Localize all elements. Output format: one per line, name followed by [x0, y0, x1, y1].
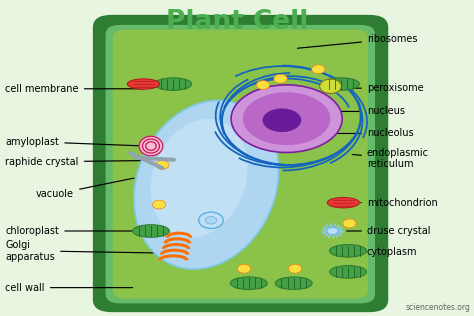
Text: nucleolus: nucleolus: [314, 129, 414, 138]
Ellipse shape: [322, 78, 359, 90]
Text: nucleus: nucleus: [332, 106, 405, 116]
Text: cell membrane: cell membrane: [5, 84, 144, 94]
FancyBboxPatch shape: [93, 15, 388, 312]
Circle shape: [319, 79, 341, 94]
Text: ribosomes: ribosomes: [297, 34, 418, 48]
Ellipse shape: [230, 277, 267, 289]
Text: Golgi
apparatus: Golgi apparatus: [5, 240, 158, 262]
Ellipse shape: [275, 277, 312, 289]
Text: endoplasmic
reticulum: endoplasmic reticulum: [352, 148, 429, 169]
Ellipse shape: [243, 92, 330, 145]
Ellipse shape: [151, 119, 247, 238]
Ellipse shape: [329, 245, 366, 257]
Circle shape: [153, 200, 165, 209]
Ellipse shape: [263, 108, 301, 132]
Text: vacuole: vacuole: [36, 178, 134, 199]
Text: sciencenotes.org: sciencenotes.org: [406, 303, 471, 312]
Ellipse shape: [133, 225, 169, 237]
Circle shape: [343, 219, 356, 228]
Text: cytoplasm: cytoplasm: [333, 247, 418, 257]
Circle shape: [274, 74, 287, 83]
Ellipse shape: [139, 136, 163, 156]
Circle shape: [156, 161, 169, 169]
Text: mitochondrion: mitochondrion: [361, 198, 438, 208]
Circle shape: [327, 227, 338, 235]
FancyBboxPatch shape: [113, 30, 368, 299]
Circle shape: [237, 264, 251, 273]
Ellipse shape: [155, 78, 191, 90]
Ellipse shape: [329, 265, 366, 278]
Ellipse shape: [128, 79, 159, 89]
Text: cell wall: cell wall: [5, 283, 133, 293]
Ellipse shape: [231, 85, 342, 153]
Text: peroxisome: peroxisome: [345, 83, 424, 93]
FancyBboxPatch shape: [106, 25, 375, 303]
Text: Plant Cell: Plant Cell: [166, 9, 308, 34]
Text: druse crystal: druse crystal: [346, 226, 430, 236]
Ellipse shape: [327, 198, 359, 208]
Text: chloroplast: chloroplast: [5, 226, 148, 236]
Text: amyloplast: amyloplast: [5, 137, 144, 147]
Circle shape: [312, 65, 325, 74]
Text: raphide crystal: raphide crystal: [5, 157, 148, 167]
Circle shape: [256, 81, 270, 89]
Circle shape: [205, 216, 217, 224]
Circle shape: [289, 264, 302, 273]
Ellipse shape: [134, 100, 279, 269]
